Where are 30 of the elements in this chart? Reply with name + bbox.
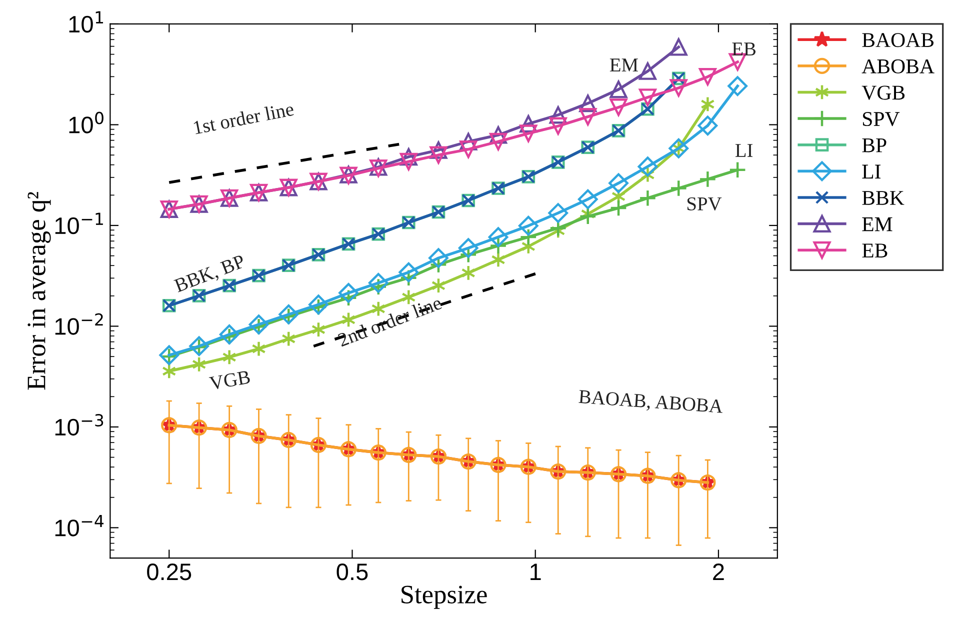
annotation: BAOAB, ABOBA [578, 390, 724, 416]
legend-label: VGB [862, 86, 905, 100]
annotation: 1st order line [193, 102, 294, 134]
legend-label: EB [862, 244, 888, 258]
x-tick-label: 1 [530, 564, 541, 580]
annotation: LI [735, 144, 753, 157]
annotation: SPV [687, 197, 722, 211]
x-tick-label: 2 [713, 564, 724, 580]
y-tick-label: 10$^{1}$ [69, 11, 104, 33]
legend-label: BAOAB [862, 33, 934, 48]
annotation: 2nd order line [337, 296, 442, 347]
y-tick-label: 10$^{0}$ [69, 112, 104, 134]
x-tick-label: 0.5 [336, 564, 368, 580]
y-tick-label: 10$^{−2}$ [55, 313, 103, 335]
legend-label: SPV [862, 112, 900, 126]
legend-label: BBK [862, 191, 904, 205]
x-tick-label: 0.25 [147, 564, 192, 580]
legend-label: LI [862, 164, 881, 178]
legend-label: EM [862, 217, 892, 232]
y-tick-label: 10$^{−3}$ [55, 414, 104, 436]
y-tick-label: 10$^{−1}$ [55, 212, 103, 234]
annotation: EM [610, 58, 638, 72]
annotation: BBK, BP [174, 254, 247, 296]
annotation: EB [732, 42, 756, 56]
y-tick-label: 10$^{−4}$ [55, 515, 104, 536]
legend-label: ABOBA [862, 59, 934, 74]
legend-label: BP [862, 138, 886, 152]
annotation: VGB [208, 370, 250, 390]
y-axis-title: Error in average q² [28, 192, 51, 390]
x-axis-title: Stepsize [402, 586, 487, 609]
